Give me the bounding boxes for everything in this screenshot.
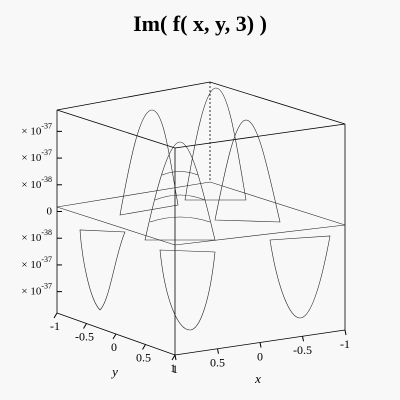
z-tick-text: × 10 [21,285,41,297]
y-tick-label: 0 [111,340,117,354]
x-tick-label: 0.5 [210,356,225,370]
z-tick-exponent: -38 [41,175,52,184]
y-tick [171,354,176,361]
z-tick-label: × 10-37 [21,121,52,137]
x-tick-label: 1 [172,362,178,376]
x-tick [259,342,262,348]
x-tick [217,348,219,354]
x-tick-label: -1 [340,337,350,351]
x-tick [302,336,304,342]
chart-title: Im( f( x, y, 3) ) [133,11,267,36]
x-axis-label: x [254,371,261,386]
y-tick-label: -1 [50,319,60,333]
y-tick-label: 0.5 [136,350,151,364]
z-tick-label: × 10-38 [21,228,52,244]
z-tick-exponent: -37 [41,121,52,130]
z-tick-text: × 10 [21,152,41,164]
z-tick-text: × 10 [21,258,41,270]
y-tick-label: 1 [170,361,176,375]
z-tick-exponent: -37 [41,281,52,290]
z-tick-text: × 10 [21,125,41,137]
y-axis-label: y [110,364,118,379]
y-tick [142,344,146,350]
x-tick [174,354,177,361]
z-tick-exponent: -37 [41,255,52,264]
z-tick-label: × 10-37 [21,255,52,271]
z-tick-label: × 10-38 [21,175,52,191]
z-tick-label: × 10-37 [21,281,52,297]
y-tick [53,312,58,319]
z-tick-label: 0 [47,205,53,217]
z-tick-text: 0 [47,205,53,217]
surface [56,87,346,331]
z-tick-label: × 10-37 [21,148,52,164]
x-tick-label: 0 [257,349,263,363]
y-tick [112,333,117,340]
x-tick [344,329,347,336]
z-tick-text: × 10 [21,232,41,244]
z-tick-text: × 10 [21,178,41,190]
y-tick [83,323,87,329]
y-tick-label: -0.5 [75,329,94,343]
z-tick-exponent: -38 [41,228,52,237]
z-tick-exponent: -37 [41,148,52,157]
x-tick-label: -0.5 [293,343,312,357]
bounding-box [56,81,346,356]
